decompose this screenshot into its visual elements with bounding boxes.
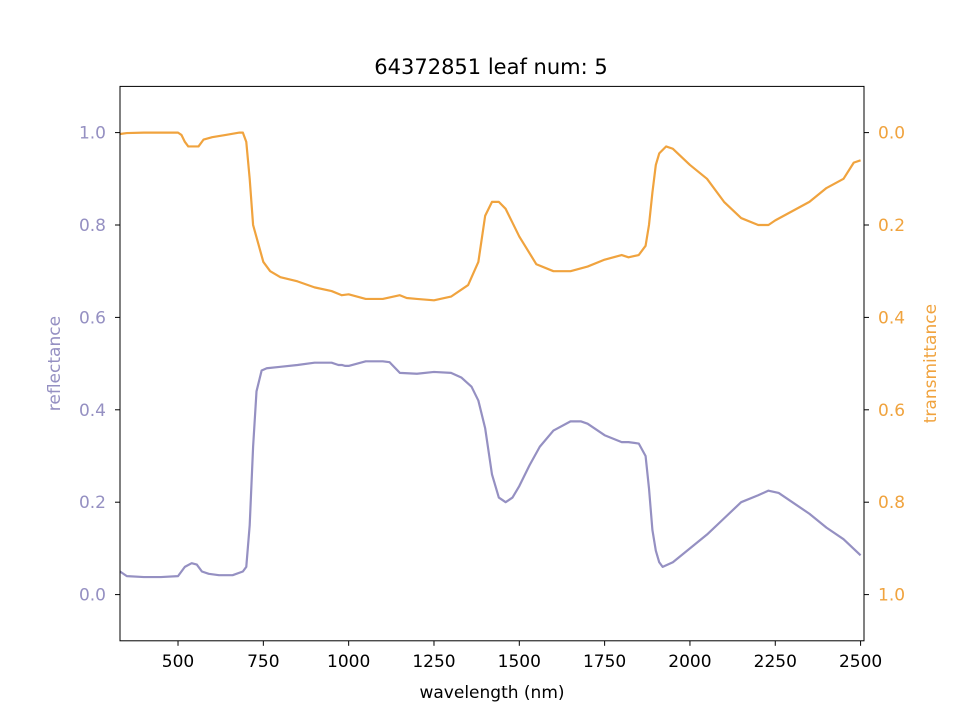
x-tick-label: 750	[247, 652, 279, 672]
x-tick-label: 500	[162, 652, 194, 672]
x-tick-label: 2000	[668, 652, 711, 672]
y-right-tick-label: 1.0	[878, 586, 905, 606]
x-tick-label: 1500	[498, 652, 541, 672]
y-right-tick-label: 0.4	[878, 308, 905, 328]
y-left-tick-label: 1.0	[79, 124, 106, 144]
x-tick-label: 2500	[839, 652, 882, 672]
x-tick-label: 1750	[583, 652, 626, 672]
chart-title: 64372851 leaf num: 5	[374, 55, 607, 79]
y-right-tick-label: 0.8	[878, 493, 905, 513]
series-line-transmittance	[119, 131, 861, 302]
y-right-tick-label: 0.6	[878, 401, 905, 421]
y-left-tick-label: 0.2	[79, 493, 106, 513]
x-axis-title: wavelength (nm)	[419, 683, 564, 703]
y-right-tick-label: 0.0	[878, 124, 905, 144]
x-tick-label: 1250	[412, 652, 455, 672]
x-axis: 500 750 1000 1250 1500 1750 2000 2250 2500	[162, 640, 882, 672]
x-tick-label: 2250	[754, 652, 797, 672]
x-tick-label: 1000	[327, 652, 370, 672]
y-left-tick-label: 0.8	[79, 216, 106, 236]
series-line-reflectance	[119, 360, 862, 579]
y-axis-left-title: reflectance	[45, 316, 65, 411]
y-left-tick-label: 0.0	[79, 586, 106, 606]
y-axis-left: 0.0 0.2 0.4 0.6 0.8 1.0	[79, 124, 120, 606]
y-right-tick-label: 0.2	[878, 216, 905, 236]
y-left-tick-label: 0.6	[79, 308, 106, 328]
y-axis-right: 0.0 0.2 0.4 0.6 0.8 1.0	[864, 124, 905, 606]
y-axis-right-title: transmittance	[921, 304, 941, 423]
plot-frame	[119, 85, 865, 642]
plot-area	[119, 131, 862, 579]
y-left-tick-label: 0.4	[79, 401, 106, 421]
